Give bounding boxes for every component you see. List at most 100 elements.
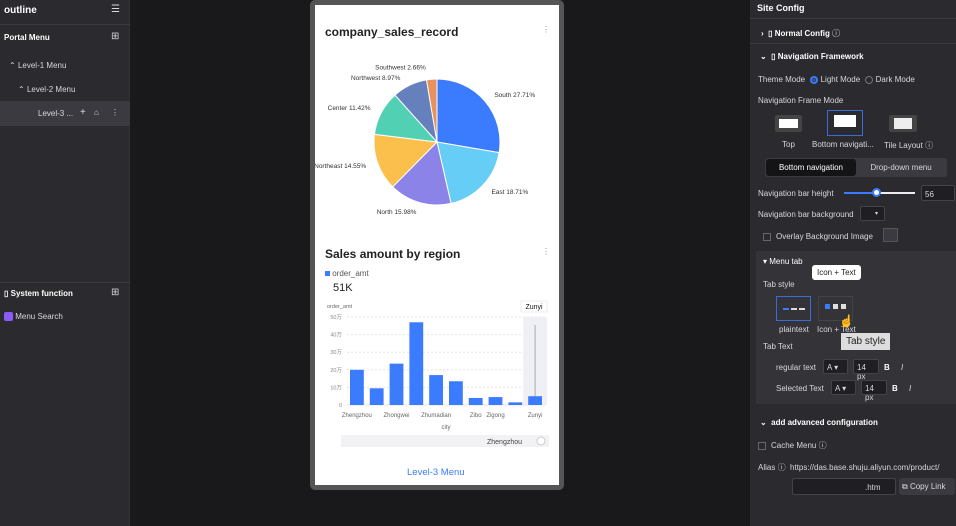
bar-bg-color-picker[interactable]: ▾ (860, 206, 885, 221)
htm-suffix: .htm (865, 483, 881, 492)
normal-config-label: Normal Config (774, 29, 830, 38)
datazoom-slider[interactable] (341, 435, 549, 447)
frame-top-option[interactable] (775, 115, 802, 132)
frame-bottom-label: Bottom navigati... (812, 140, 874, 149)
system-function-text: System function (10, 289, 73, 298)
bar[interactable] (429, 375, 443, 405)
search-icon (4, 312, 13, 322)
tree-item-level3[interactable]: Level-3 ... + ⌂ ⋮ (0, 101, 130, 126)
pie-label: North 15.98% (377, 209, 417, 216)
frame-tile-option[interactable] (889, 115, 917, 132)
image-upload-icon[interactable] (883, 228, 898, 242)
copy-link-button[interactable]: ⧉ Copy Link (899, 478, 955, 495)
tab-style-icon-text[interactable] (818, 296, 853, 321)
advanced-config-header[interactable]: ⌄ add advanced configuration (760, 418, 878, 427)
bar-height-slider[interactable] (844, 188, 915, 197)
alias-text: Alias (758, 463, 776, 472)
frame-bottom-option[interactable] (827, 110, 863, 136)
frame-top-label: Top (782, 140, 795, 149)
tab-style-plaintext[interactable] (776, 296, 811, 321)
portal-menu-label: Portal Menu (4, 33, 50, 42)
add-function-icon[interactable]: ⊞ (111, 287, 120, 298)
bar-chart: order_amt 0 10万 20万 30万 40万 50万 Zhengzhou Zhongw… (327, 300, 549, 447)
selected-bold-button[interactable]: B (892, 384, 898, 393)
outline-panel: outline ☰ Portal Menu ⊞ ⌃ Level-1 Menu ⌃… (0, 0, 130, 526)
system-function-label: ▯ System function (4, 289, 73, 298)
tooltip-tab-style: Tab style (841, 333, 891, 350)
pie-slice-southwest[interactable] (425, 78, 438, 143)
tile-label-text: Tile Layout (884, 141, 923, 150)
pie-slice-south[interactable] (436, 78, 501, 154)
nav-framework-header[interactable]: ⌄ ▯ Navigation Framework (760, 52, 864, 61)
bar[interactable] (488, 397, 503, 405)
bar[interactable] (409, 322, 424, 405)
menu-tab-header[interactable]: ▾ Menu tab (763, 257, 803, 266)
light-mode-radio[interactable]: Light Mode (809, 75, 860, 84)
alias-label: Alias ⓘ https://das.base.shuju.aliyun.co… (758, 463, 940, 472)
slider-fill (844, 192, 876, 194)
phone-preview: company_sales_record ⋮ South 27.71% East … (310, 0, 564, 490)
bar[interactable] (508, 402, 523, 405)
bar-legend[interactable]: order_amt (325, 269, 369, 278)
overlay-bg-checkbox[interactable]: Overlay Background Image (763, 232, 873, 241)
pie-slice-northeast[interactable] (373, 133, 439, 188)
tile-layout-icon (894, 118, 912, 129)
add-menu-icon[interactable]: ⊞ (111, 31, 120, 42)
cache-menu-checkbox[interactable]: Cache Menu ⓘ (758, 440, 827, 451)
y-tick-label: 50万 (330, 314, 342, 321)
x-tick-label: Zibo (470, 413, 482, 419)
alias-url: https://das.base.shuju.aliyun.com/produc… (790, 463, 940, 472)
more-icon[interactable]: ⋮ (111, 108, 119, 117)
bar[interactable] (350, 369, 364, 405)
segment-bottom-navigation[interactable]: Bottom navigation (766, 159, 856, 176)
legend-swatch (325, 271, 330, 276)
config-title: Site Config (757, 3, 805, 13)
pie-slice-east[interactable] (436, 141, 500, 205)
bar[interactable] (528, 396, 542, 405)
selected-italic-button[interactable]: I (909, 384, 912, 393)
tree-item-level2[interactable]: ⌃ Level-2 Menu (18, 85, 76, 94)
collapse-outline-icon[interactable]: ☰ (111, 4, 120, 15)
bar-height-label: Navigation bar height (758, 189, 834, 198)
cursor-hand-icon: ☝ (839, 314, 854, 328)
pie-label: Center 11.42% (328, 105, 371, 112)
font-color-a: A (827, 363, 832, 372)
alias-input[interactable]: .htm (792, 478, 896, 495)
bar[interactable] (468, 397, 483, 405)
info-icon: ⓘ (832, 29, 841, 38)
tooltip-text: Zunyi (525, 304, 543, 311)
selected-color-select[interactable]: A ▾ (831, 380, 856, 395)
add-icon[interactable]: + (80, 107, 86, 118)
selected-size-input[interactable]: 14 px (861, 380, 887, 402)
bottom-layout-icon (834, 115, 856, 127)
dark-mode-radio[interactable]: Dark Mode (864, 75, 915, 84)
regular-italic-button[interactable]: I (901, 363, 904, 372)
datazoom-handle[interactable] (536, 436, 546, 446)
bottom-nav-tab-level3[interactable]: Level-3 Menu (407, 467, 465, 478)
frame-mode-label: Navigation Frame Mode (758, 96, 844, 105)
bar[interactable] (449, 381, 463, 405)
menu-search-item[interactable]: Menu Search (4, 312, 63, 322)
icon-text-label: Icon + Text (817, 325, 856, 334)
pie-slice-north[interactable] (392, 141, 452, 206)
bar-height-input[interactable]: 56 (921, 185, 955, 201)
nav-type-segmented: Bottom navigation Drop-down menu (765, 158, 947, 177)
font-color-a: A (835, 384, 840, 393)
bar[interactable] (389, 363, 404, 405)
bar-bg-label: Navigation bar background (758, 210, 854, 219)
pie-more-icon[interactable]: ⋮ (542, 25, 550, 34)
normal-config-header[interactable]: › ▯ Normal Config ⓘ (761, 29, 841, 38)
plaintext-label: plaintext (779, 325, 809, 334)
bar-more-icon[interactable]: ⋮ (542, 247, 550, 256)
folder-icon[interactable]: ⌂ (94, 108, 99, 117)
slider-handle[interactable] (871, 188, 881, 197)
menu-tab-section: ▾ Menu tab Tab style plaintext Icon + Te… (756, 251, 956, 404)
segment-dropdown-menu[interactable]: Drop-down menu (870, 163, 932, 172)
level1-label: Level-1 Menu (17, 61, 67, 70)
tree-item-level1[interactable]: ⌃ Level-1 Menu (9, 61, 67, 70)
x-tick-label: Zhengzhou (342, 413, 372, 419)
regular-bold-button[interactable]: B (884, 363, 890, 372)
regular-color-select[interactable]: A ▾ (823, 359, 848, 374)
bar[interactable] (369, 388, 384, 405)
regular-size-input[interactable]: 14 px (853, 359, 879, 381)
